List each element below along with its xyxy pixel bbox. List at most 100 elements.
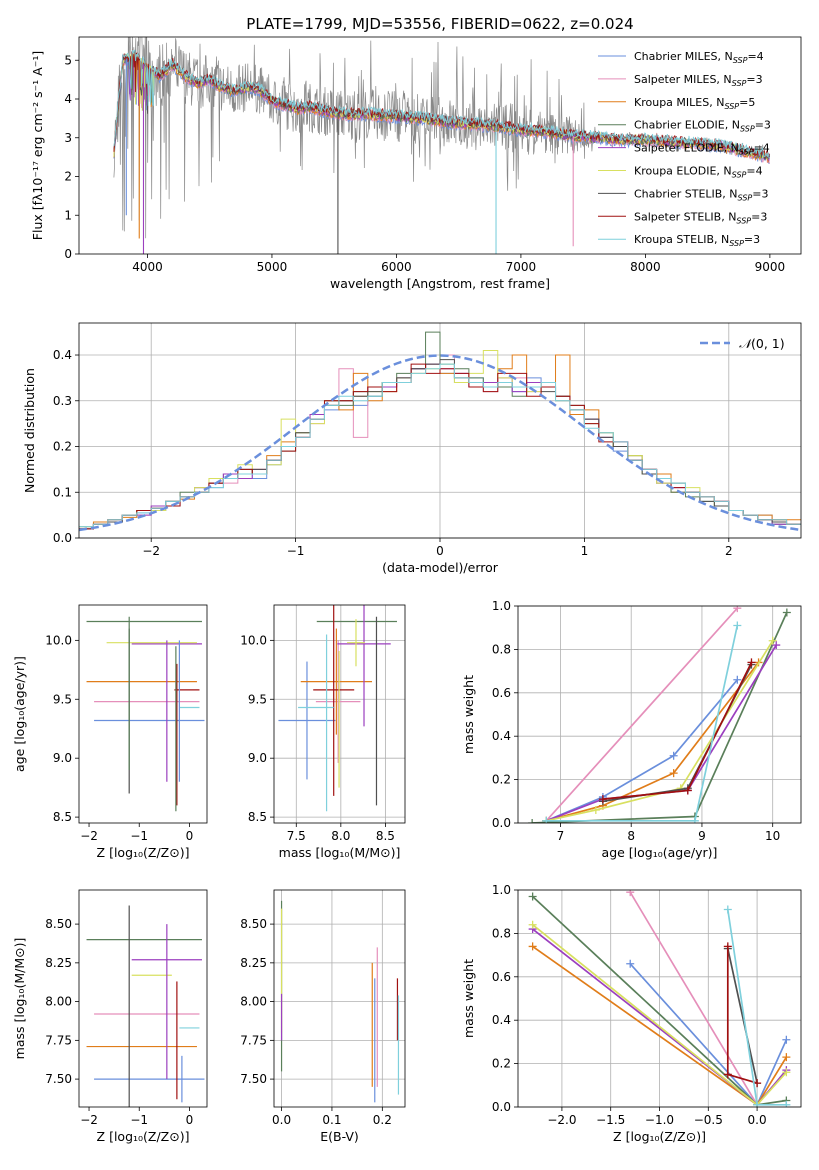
y-axis-label: Flux [fλ10⁻¹⁷ erg cm⁻² s⁻¹ A⁻¹] — [30, 51, 45, 240]
legend-label-value: =3 — [746, 73, 762, 86]
legend-label-text: (0, 1) — [751, 336, 785, 351]
legend-label-value: =4 — [754, 142, 770, 155]
axes-age-vs-Z: −2 −1 0 8.5 9.0 9.5 10.0 — [45, 633, 193, 843]
y-tick-label: 9.0 — [248, 751, 267, 765]
x-axis-label: (data-model)/error — [382, 560, 499, 575]
axes-massweight-vs-Z: −2.0 −1.5 −1.0 −0.5 0.0 0.0 0.2 0.4 0.6 0.8 1.0 — [492, 883, 801, 1127]
x-tick-label: −2 — [142, 544, 160, 558]
data-point-marker — [733, 606, 742, 613]
y-tick-label: 5 — [64, 53, 72, 67]
massweight-vs-age-plot-area — [528, 606, 791, 823]
y-tick-label: 1 — [64, 208, 72, 222]
data-point-marker — [782, 1100, 791, 1107]
age-vs-mass-frame — [273, 604, 406, 824]
data-point-marker — [768, 636, 777, 645]
x-tick-label: 9000 — [755, 260, 786, 274]
y-tick-label: 0.1 — [53, 485, 72, 499]
x-tick-label: −1 — [130, 829, 148, 843]
x-tick-label: 0 — [186, 1113, 194, 1127]
legend-label-subscript: SSP — [724, 102, 739, 111]
axes-residuals: −2 −1 0 1 2 0.0 0.1 0.2 0.3 0.4 — [53, 323, 801, 558]
series-line — [545, 679, 738, 822]
axes-age-vs-mass: 7.5 8.0 8.5 8.5 9.0 9.5 10.0 — [240, 605, 405, 843]
data-point-marker — [598, 795, 607, 804]
data-point-marker — [626, 890, 635, 897]
histogram-step — [79, 363, 801, 528]
x-tick-label: 10 — [765, 829, 780, 843]
x-axis-label: Z [log₁₀(Z/Z⊙)] — [613, 1129, 706, 1144]
y-axis-label: mass weight — [461, 675, 476, 754]
y-tick-label: 0.4 — [492, 1013, 511, 1027]
data-point-marker — [772, 641, 781, 650]
data-point-marker — [733, 621, 742, 630]
legend-label-subscript: SSP — [736, 216, 751, 225]
y-tick-label: 0.6 — [492, 686, 511, 700]
y-tick-label: 0.0 — [53, 531, 72, 545]
legend-label-value: =4 — [747, 50, 763, 63]
x-tick-label: 7 — [557, 829, 565, 843]
data-point-marker — [782, 1035, 791, 1044]
x-tick-label: 0 — [436, 544, 444, 558]
x-tick-label: 1 — [581, 544, 589, 558]
series-line — [726, 948, 758, 1084]
y-tick-label: 7.50 — [45, 1072, 72, 1086]
legend-label-subscript: SSP — [732, 171, 747, 180]
x-tick-label: 7000 — [506, 260, 537, 274]
y-tick-label: 4 — [64, 92, 72, 106]
legend-label-subscript: SSP — [739, 148, 754, 157]
mass-vs-EBV-frame — [273, 889, 406, 1108]
data-point-marker — [782, 1053, 791, 1062]
y-tick-label: 10.0 — [45, 633, 72, 647]
legend-label-text: Kroupa MILES, N — [634, 96, 724, 109]
age-vs-mass-plot-area — [278, 605, 397, 812]
x-tick-label: −0.5 — [694, 1113, 723, 1127]
x-tick-label: 2 — [725, 544, 733, 558]
x-tick-label: 0 — [186, 829, 194, 843]
x-tick-label: 9 — [698, 829, 706, 843]
axes-spectrum: 4000 5000 6000 7000 8000 9000 0 1 2 3 4 5 — [64, 53, 785, 274]
x-axis-label: age [log₁₀(age/yr)] — [602, 845, 718, 860]
x-tick-label: −2.0 — [547, 1113, 576, 1127]
series-line — [629, 891, 758, 1106]
legend-label-subscript: SSP — [729, 239, 744, 248]
y-tick-label: 8.50 — [240, 917, 267, 931]
x-tick-label: −1 — [130, 1113, 148, 1127]
data-point-marker — [723, 905, 732, 914]
y-tick-label: 8.00 — [240, 995, 267, 1009]
legend-label-value: =3 — [752, 187, 768, 200]
data-point-marker — [683, 786, 692, 795]
x-tick-label: −2 — [80, 1113, 98, 1127]
y-tick-label: 7.75 — [45, 1033, 72, 1047]
y-tick-label: 1.0 — [492, 883, 511, 897]
y-axis-label: mass [log₁₀(M/M⊙)] — [12, 938, 27, 1060]
y-tick-label: 3 — [64, 131, 72, 145]
data-point-marker — [723, 942, 732, 951]
data-point-marker — [733, 675, 742, 684]
y-tick-label: 8.25 — [240, 956, 267, 970]
y-tick-label: 8.25 — [45, 956, 72, 970]
mass-vs-Z-frame — [78, 889, 208, 1108]
data-point-marker — [747, 658, 756, 667]
x-tick-label: 8.0 — [331, 829, 350, 843]
massweight-vs-Z-frame — [517, 889, 802, 1108]
y-tick-label: 0.2 — [53, 440, 72, 454]
y-tick-label: 10.0 — [240, 633, 267, 647]
series-line — [532, 612, 788, 823]
massweight-vs-age-frame — [517, 605, 802, 824]
data-point-marker — [528, 892, 537, 901]
data-point-marker — [591, 805, 600, 814]
series-line — [545, 644, 777, 822]
data-point-marker — [669, 751, 678, 760]
legend-label-text: Chabrier ELODIE, N — [634, 119, 740, 132]
legend-label-text: Kroupa ELODIE, N — [634, 165, 732, 178]
subplots: 4000 5000 6000 7000 8000 9000012345wavelength… — [12, 36, 802, 1144]
x-axis-label: E(B-V) — [320, 1129, 359, 1144]
y-tick-label: 8.5 — [53, 810, 72, 824]
spectrum-plot-area — [113, 37, 771, 254]
mass-vs-Z-plot-area — [86, 905, 205, 1107]
residuals-legend: 𝒩(0, 1) — [700, 336, 785, 351]
y-tick-label: 0.8 — [492, 642, 511, 656]
y-axis-label: Normed distribution — [22, 368, 37, 493]
data-point-marker — [669, 769, 678, 778]
